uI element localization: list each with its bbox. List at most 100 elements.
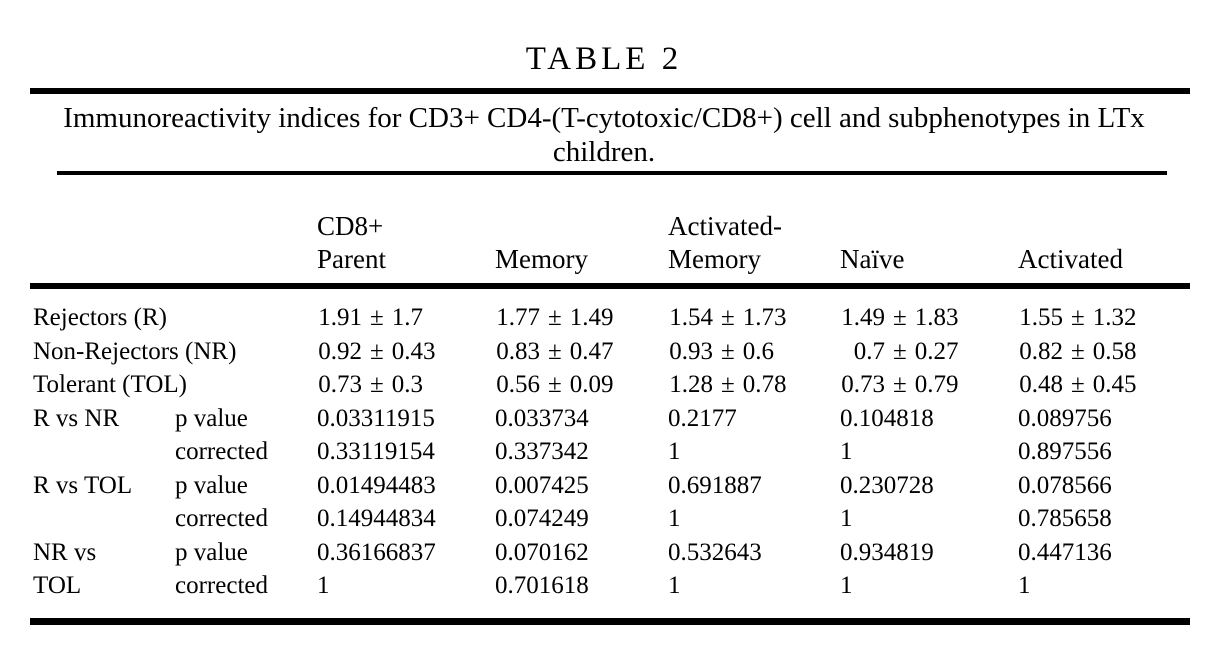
row-label: Tolerant (TOL) bbox=[33, 371, 187, 398]
row-sublabel: corrected bbox=[175, 438, 268, 465]
caption-rule bbox=[57, 171, 1167, 175]
p-value: 0.104818 bbox=[840, 404, 934, 432]
p-value: 0.36166837 bbox=[317, 538, 436, 566]
table-row: Tolerant (TOL) 0.73 ±0.3 0.56 ±0.09 1.28 ±0… bbox=[33, 368, 1193, 402]
p-value: 0.089756 bbox=[1018, 404, 1112, 432]
table-row: TOL corrected 1 0.701618 1 1 1 bbox=[33, 569, 1193, 603]
p-value: 1 bbox=[1018, 572, 1031, 599]
p-value: 0.070162 bbox=[495, 538, 589, 566]
plus-minus-sign: ± bbox=[1071, 337, 1085, 365]
row-label: Non-Rejectors (NR) bbox=[33, 337, 237, 365]
data-cell: 0.48 ±0.45 bbox=[1018, 368, 1193, 402]
mean-value: 1.28 bbox=[669, 371, 713, 398]
sd-value: 1.49 bbox=[569, 304, 614, 331]
p-value: 0.897556 bbox=[1018, 438, 1112, 465]
plus-minus-sign: ± bbox=[721, 371, 735, 398]
sd-value: 1.7 bbox=[391, 304, 423, 331]
p-value: 0.14944834 bbox=[317, 505, 436, 532]
data-cell: 0.897556 bbox=[1018, 435, 1193, 469]
plus-minus-sign: ± bbox=[370, 304, 384, 331]
p-value: 1 bbox=[317, 572, 330, 599]
table-row: R vs TOL p value 0.01494483 0.007425 0.6… bbox=[33, 469, 1193, 503]
p-value: 1 bbox=[840, 438, 853, 465]
mean-value: 0.56 bbox=[496, 371, 540, 398]
data-cell: 0.93 ±0.6 bbox=[668, 335, 840, 369]
data-cell: 0.73 ±0.3 bbox=[317, 368, 495, 402]
row-label: R vs NR bbox=[33, 404, 120, 432]
column-header-activated-memory: Activated- Memory bbox=[668, 211, 782, 274]
sd-value: 0.78 bbox=[742, 371, 787, 398]
table-row: Non-Rejectors (NR) 0.92 ±0.43 0.83 ±0.47 0… bbox=[33, 335, 1193, 369]
table-body: Rejectors (R) 1.91 ±1.7 1.77 ±1.49 1.54 ±1.… bbox=[33, 301, 1193, 603]
data-cell: 1 bbox=[840, 502, 1018, 536]
table-row: corrected 0.33119154 0.337342 1 1 0.8975… bbox=[33, 435, 1193, 469]
p-value: 0.701618 bbox=[495, 572, 589, 599]
p-value: 0.230728 bbox=[840, 471, 934, 499]
data-cell: 0.14944834 bbox=[317, 502, 495, 536]
p-value: 0.785658 bbox=[1018, 505, 1112, 532]
data-cell: 1 bbox=[840, 435, 1018, 469]
column-header-naive: Naïve bbox=[840, 244, 905, 274]
p-value: 0.074249 bbox=[495, 505, 589, 532]
sd-value: 1.73 bbox=[742, 304, 787, 331]
data-cell: 0.089756 bbox=[1018, 402, 1193, 436]
data-cell: 0.070162 bbox=[495, 536, 668, 570]
plus-minus-sign: ± bbox=[893, 304, 907, 331]
caption-line-1: Immunoreactivity indices for CD3+ CD4-(T… bbox=[63, 102, 1145, 134]
data-cell: 0.83 ±0.47 bbox=[495, 335, 668, 369]
sd-value: 0.45 bbox=[1092, 371, 1137, 398]
data-cell: 0.92 ±0.43 bbox=[317, 335, 495, 369]
data-cell: 1 bbox=[668, 569, 840, 603]
mean-value: 0.93 bbox=[669, 337, 713, 365]
data-cell: 1.91 ±1.7 bbox=[317, 301, 495, 335]
table-row: corrected 0.14944834 0.074249 1 1 0.7856… bbox=[33, 502, 1193, 536]
data-cell: 0.82 ±0.58 bbox=[1018, 335, 1193, 369]
plus-minus-sign: ± bbox=[548, 337, 562, 365]
mean-value: 0.82 bbox=[1019, 337, 1063, 365]
data-cell: 0.7 ±0.27 bbox=[840, 335, 1018, 369]
data-cell: 0.03311915 bbox=[317, 402, 495, 436]
data-cell: 0.701618 bbox=[495, 569, 668, 603]
data-cell: 0.104818 bbox=[840, 402, 1018, 436]
data-cell: 0.007425 bbox=[495, 469, 668, 503]
table-row: NR vs p value 0.36166837 0.070162 0.5326… bbox=[33, 536, 1193, 570]
row-label: Rejectors (R) bbox=[33, 304, 167, 331]
sd-value: 0.6 bbox=[742, 337, 774, 365]
mean-value: 0.92 bbox=[318, 337, 362, 365]
row-label bbox=[33, 435, 175, 469]
p-value: 1 bbox=[668, 572, 681, 599]
data-cell: 1 bbox=[668, 435, 840, 469]
data-cell: 0.074249 bbox=[495, 502, 668, 536]
data-cell: 0.33119154 bbox=[317, 435, 495, 469]
column-header-cd8-parent: CD8+ Parent bbox=[317, 211, 386, 274]
data-cell: 0.73 ±0.79 bbox=[840, 368, 1018, 402]
plus-minus-sign: ± bbox=[370, 371, 384, 398]
data-cell: 1 bbox=[840, 569, 1018, 603]
data-cell: 1.49 ±1.83 bbox=[840, 301, 1018, 335]
mean-value: 1.54 bbox=[669, 304, 713, 331]
data-cell: 0.447136 bbox=[1018, 536, 1193, 570]
sd-value: 0.58 bbox=[1092, 337, 1137, 365]
bottom-rule bbox=[30, 618, 1190, 625]
data-cell: 1.28 ±0.78 bbox=[668, 368, 840, 402]
p-value: 0.033734 bbox=[495, 404, 589, 432]
p-value: 0.447136 bbox=[1018, 538, 1112, 566]
mean-value: 1.77 bbox=[496, 304, 540, 331]
data-cell: 1.77 ±1.49 bbox=[495, 301, 668, 335]
plus-minus-sign: ± bbox=[1071, 371, 1085, 398]
row-label bbox=[33, 502, 175, 536]
data-cell: 0.078566 bbox=[1018, 469, 1193, 503]
sd-value: 0.47 bbox=[569, 337, 614, 365]
plus-minus-sign: ± bbox=[893, 371, 907, 398]
sd-value: 1.32 bbox=[1092, 304, 1137, 331]
plus-minus-sign: ± bbox=[548, 371, 562, 398]
data-cell: 0.36166837 bbox=[317, 536, 495, 570]
header-rule bbox=[30, 283, 1190, 289]
row-sublabel: p value bbox=[175, 404, 248, 432]
p-value: 1 bbox=[840, 505, 853, 532]
p-value: 0.078566 bbox=[1018, 471, 1112, 499]
sd-value: 0.43 bbox=[391, 337, 436, 365]
mean-value: 0.73 bbox=[318, 371, 362, 398]
data-cell: 0.2177 bbox=[668, 402, 840, 436]
